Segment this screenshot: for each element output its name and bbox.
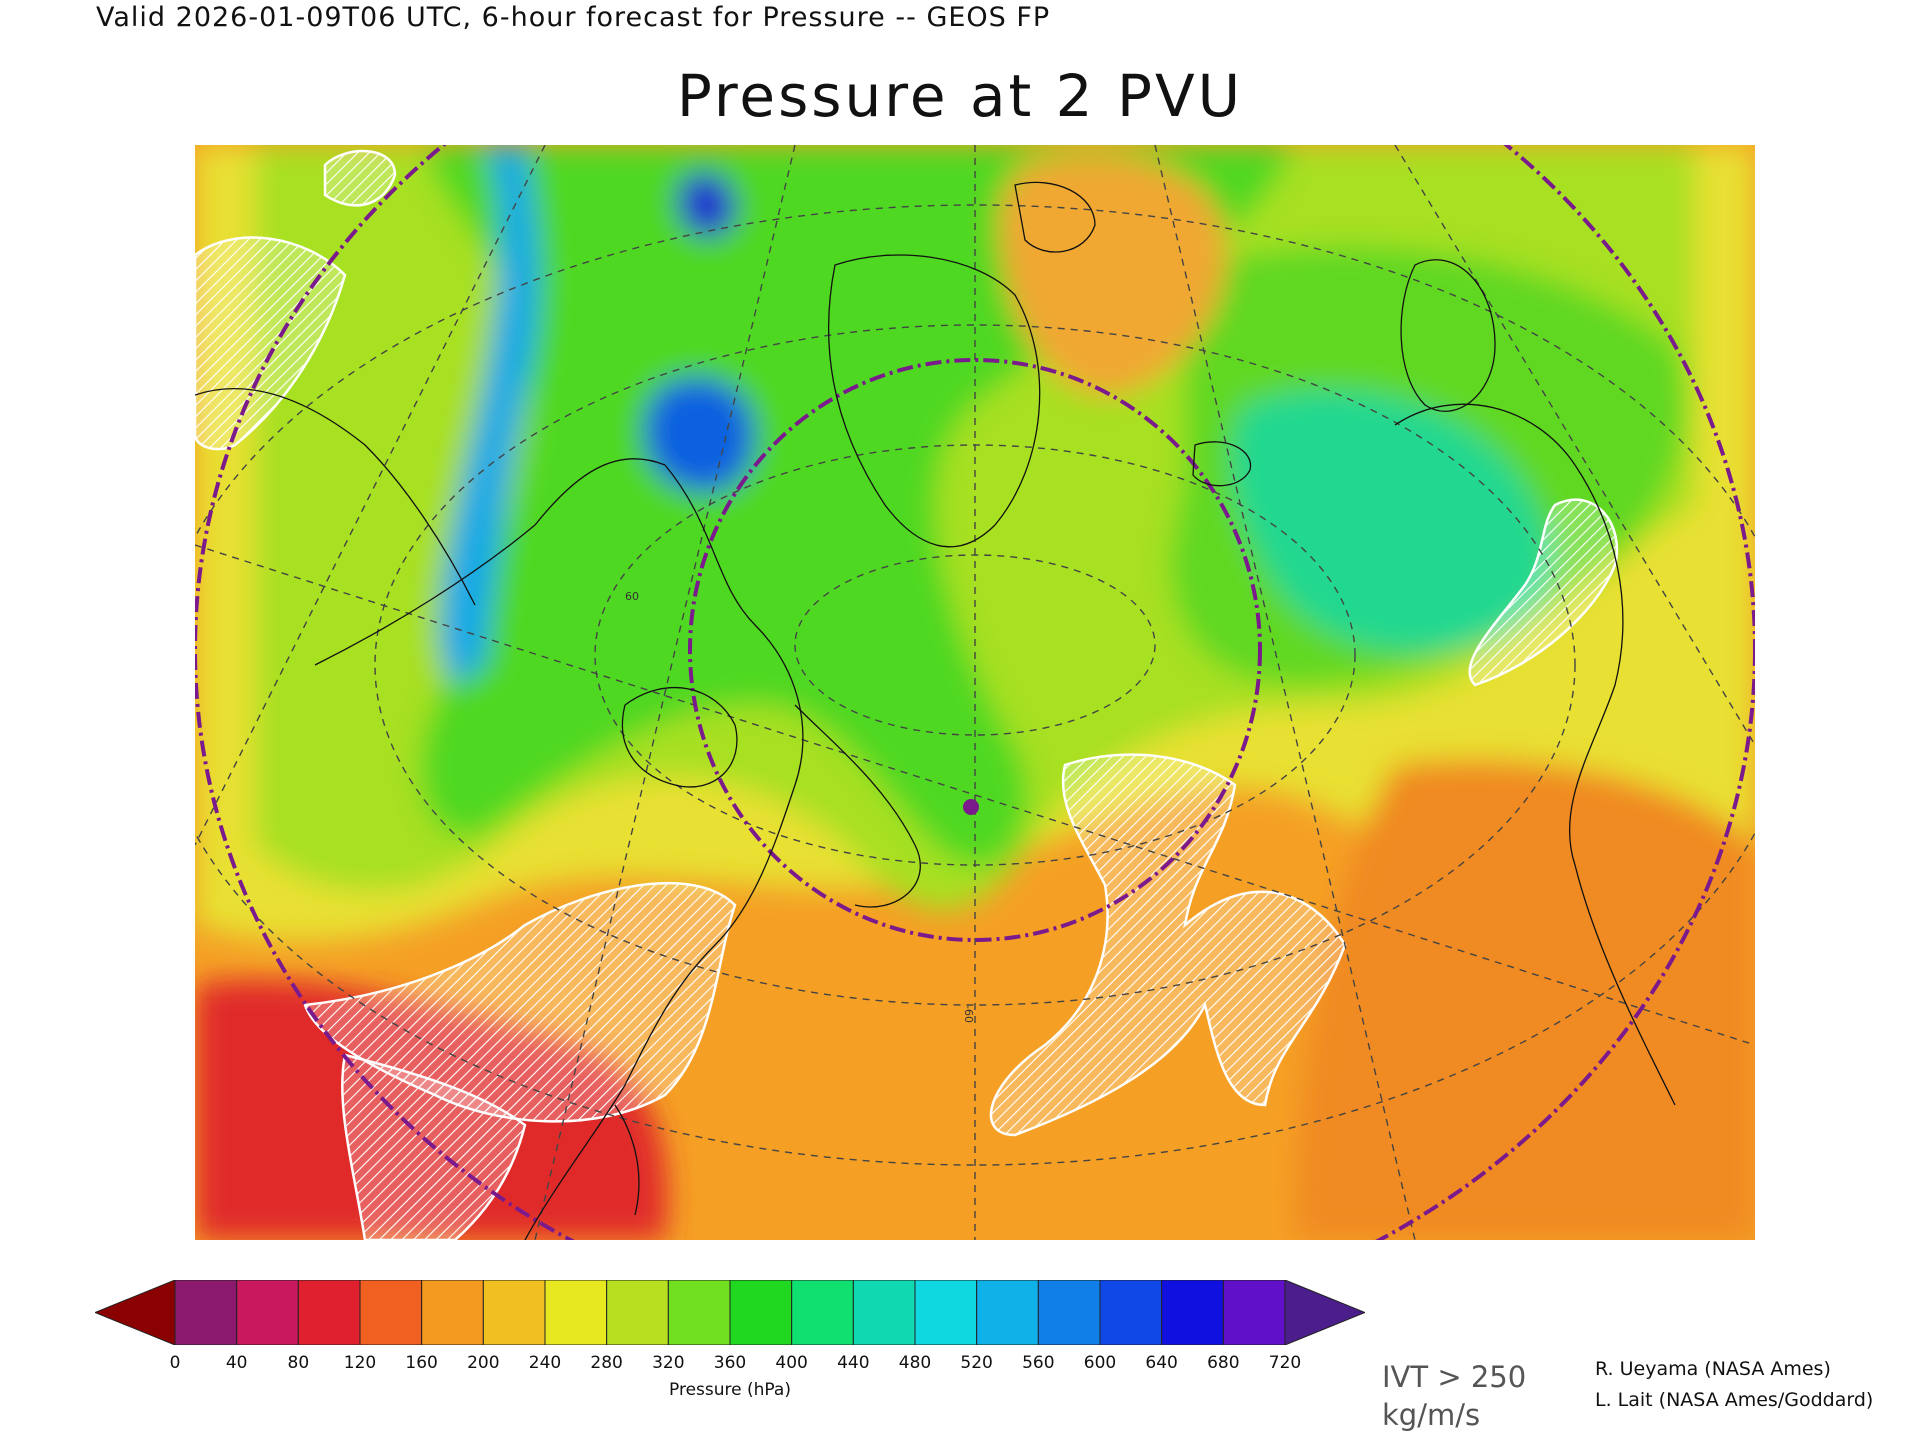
coast-labrador: [794, 704, 921, 908]
colorbar-swatch: [914, 1279, 978, 1346]
colorbar-swatch: [729, 1279, 793, 1346]
meridian-3: [1154, 145, 1416, 1240]
field-teal-east: [1230, 389, 1550, 653]
colorbar-swatch: [1037, 1279, 1101, 1346]
colorbar-swatch: [236, 1279, 299, 1346]
colorbar-tick-label: 200: [467, 1353, 500, 1373]
colorbar-swatch: [1099, 1279, 1163, 1346]
map-canvas: 60 -60: [195, 145, 1755, 1240]
contour-label-1: 60: [625, 590, 639, 603]
colorbar-swatch: [544, 1279, 608, 1346]
colorbar-tick-labels: 0 40 80 120 160 200 240 280 320 360 400 440 480 520 56…: [0, 1353, 1920, 1377]
colorbar-tick-label: 320: [652, 1353, 685, 1373]
ivt-region-north-pacific: [323, 149, 397, 207]
colorbar-tick-label: 480: [898, 1353, 932, 1373]
field-orange-north: [999, 155, 1227, 396]
colorbar-tick-label: 400: [775, 1353, 808, 1373]
latitude-circle-3: [374, 324, 1576, 1006]
colorbar-tick-label: 160: [405, 1353, 438, 1373]
colorbar-swatch: [1161, 1279, 1224, 1346]
center-marker: [963, 799, 979, 815]
valid-time-line: Valid 2026-01-09T06 UTC, 6-hour forecast…: [96, 2, 1051, 33]
coast-hudson-bay: [621, 686, 738, 788]
colorbar-tick-label: 0: [169, 1353, 181, 1373]
ivt-region-atlantic: [989, 753, 1347, 1137]
ivt-note-line1: IVT > 250: [1382, 1360, 1527, 1394]
colorbar-tick-label: 640: [1145, 1353, 1178, 1373]
colorbar-swatch: [359, 1279, 423, 1346]
coast-alaska: [195, 387, 476, 606]
credit-line-2: L. Lait (NASA Ames/Goddard): [1595, 1389, 1874, 1411]
credits: R. Ueyama (NASA Ames) L. Lait (NASA Ames…: [1595, 1354, 1873, 1416]
colorbar-swatch: [791, 1279, 854, 1346]
colorbar-swatch: [421, 1279, 484, 1346]
colorbar-tick-label: 280: [590, 1353, 623, 1373]
colorbar-tick-label: 440: [837, 1353, 870, 1373]
field-blue-vortex: [643, 377, 755, 493]
colorbar-tick-label: 40: [225, 1353, 248, 1373]
coast-siberia: [1014, 181, 1096, 253]
colorbar-tick-label: 80: [287, 1353, 310, 1373]
coast-florida: [614, 1104, 640, 1216]
colorbar-swatch: [174, 1279, 238, 1346]
meridian-6: [195, 544, 1755, 1046]
colorbar-under-triangle: [93, 1279, 176, 1346]
contour-label-2: -60: [962, 1005, 975, 1023]
colorbar-tick-label: 560: [1022, 1353, 1055, 1373]
colorbar-swatches: [93, 1279, 1367, 1346]
colorbar-tick-label: 520: [960, 1353, 993, 1373]
coast-europe: [1394, 403, 1676, 1106]
map-title: Pressure at 2 PVU: [676, 62, 1244, 130]
field-orange-southeast: [1295, 759, 1755, 1240]
ivt-note: IVT > 250 kg/m/s: [1382, 1358, 1526, 1434]
colorbar-tick-label: 240: [528, 1353, 562, 1373]
colorbar-tick-label: 600: [1083, 1353, 1117, 1373]
coast-scandinavia: [1400, 259, 1496, 412]
colorbar-swatch: [606, 1279, 669, 1346]
ivt-region-europe: [1468, 498, 1619, 687]
ivt-region-alaska: [195, 236, 347, 451]
colorbar-swatch: [482, 1279, 546, 1346]
colorbar-swatch: [297, 1279, 361, 1346]
colorbar-swatch: [1222, 1279, 1286, 1346]
graticule: [195, 145, 1755, 1240]
ivt-note-line2: kg/m/s: [1382, 1398, 1481, 1432]
coastlines: [195, 181, 1676, 1240]
field-blue-jet: [439, 145, 540, 685]
colorbar-tick-label: 720: [1268, 1353, 1302, 1373]
colorbar-tick-label: 120: [343, 1353, 377, 1373]
coast-north-america: [314, 458, 804, 1240]
meridian-2: [534, 145, 796, 1240]
meridian-4: [195, 145, 546, 846]
field-blue-spot: [677, 172, 736, 238]
colorbar-over-triangle: [1284, 1279, 1367, 1346]
coast-iceland: [1192, 441, 1252, 487]
reference-circles: [195, 145, 1755, 1240]
credit-line-1: R. Ueyama (NASA Ames): [1595, 1358, 1831, 1380]
colorbar-swatch: [852, 1279, 916, 1346]
colorbar-label: Pressure (hPa): [669, 1380, 791, 1400]
colorbar-tick-label: 680: [1207, 1353, 1240, 1373]
inner-reference-circle: [688, 358, 1262, 942]
colorbar: [93, 1279, 1367, 1346]
colorbar-tick-label: 360: [713, 1353, 747, 1373]
colorbar-swatch: [976, 1279, 1039, 1346]
colorbar-swatch: [667, 1279, 731, 1346]
pressure-map: 60 -60: [195, 145, 1755, 1240]
coast-greenland: [828, 254, 1041, 548]
